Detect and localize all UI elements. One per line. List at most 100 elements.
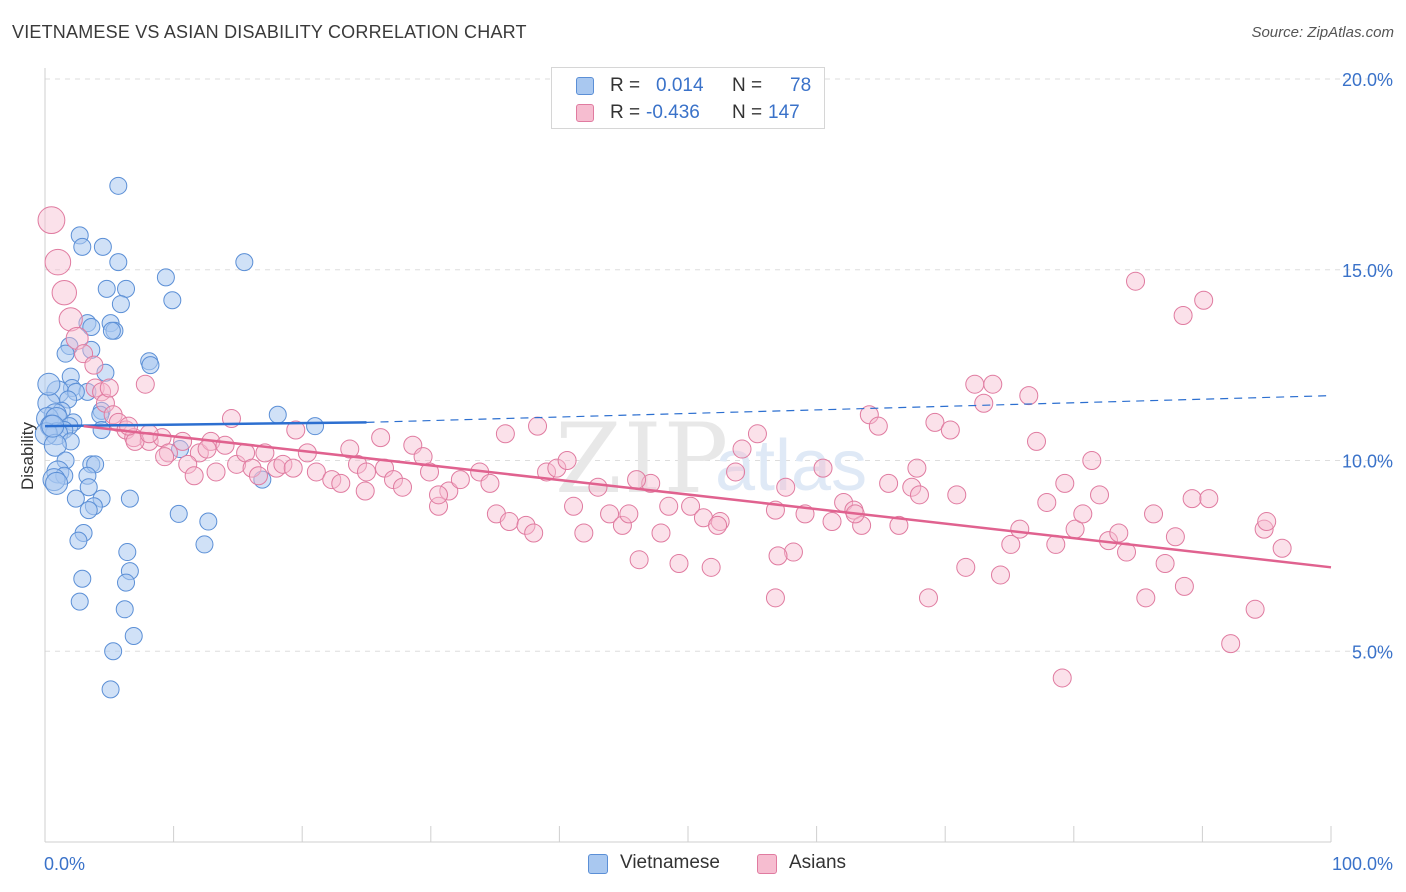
asians-point: [178, 454, 198, 474]
vietnamese-trend-extension: [366, 395, 1332, 423]
asians-point: [355, 481, 375, 501]
asians-point: [135, 374, 155, 394]
asians-point: [747, 424, 767, 444]
vietnamese-point: [70, 592, 89, 611]
n-label: N =: [732, 102, 763, 123]
asians-point: [1001, 534, 1021, 554]
asians-point: [822, 512, 842, 532]
asians-point: [1010, 519, 1030, 539]
vietnamese-point: [102, 321, 121, 340]
vietnamese-point: [109, 176, 128, 195]
asians-point: [940, 420, 960, 440]
asians-point: [1173, 306, 1193, 326]
asians-point: [429, 485, 449, 505]
asians-point: [357, 462, 376, 482]
asians-point: [574, 523, 594, 543]
asians-point: [732, 439, 752, 459]
asians-point: [868, 416, 888, 436]
vietnamese-point: [306, 417, 325, 436]
asians-point: [669, 554, 689, 574]
asians-point: [420, 462, 440, 482]
vietnamese-point: [117, 573, 136, 592]
x-tick-label: 100.0%: [1332, 854, 1393, 874]
asians-point: [651, 523, 671, 543]
vietnamese-point: [118, 543, 137, 562]
vietnamese-point: [45, 471, 69, 495]
asians-point: [1199, 489, 1219, 509]
asians-point: [480, 473, 500, 493]
asians-point: [516, 515, 536, 535]
asians-point: [65, 326, 89, 350]
asians-point: [1073, 504, 1093, 524]
asians-point: [918, 588, 938, 608]
vietnamese-trend-line: [44, 421, 367, 428]
asians-point: [495, 424, 515, 444]
vietnamese-point: [56, 344, 75, 363]
asians-point: [1165, 527, 1185, 547]
asians-point: [1174, 576, 1194, 596]
asians-point: [889, 515, 909, 535]
trend-layer: [44, 395, 1332, 569]
vietnamese-point: [104, 642, 123, 661]
y-tick-label: 5.0%: [1352, 642, 1393, 662]
asians-point: [600, 504, 620, 524]
asians-point: [1052, 668, 1072, 688]
asians-point: [1245, 599, 1265, 619]
vietnamese-point: [120, 489, 139, 508]
asians-point: [155, 447, 175, 467]
asians-point: [371, 428, 391, 448]
asians-point: [393, 477, 413, 497]
asians-point: [51, 279, 77, 306]
r-label: R =: [610, 102, 641, 123]
vietnamese-point: [101, 680, 120, 699]
asians-point: [524, 523, 544, 543]
asians-point: [956, 557, 976, 577]
asians-trend-line: [83, 424, 1332, 569]
asians-point: [1109, 523, 1129, 543]
labels-layer: 5.0% 10.0% 15.0% 20.0% 0.0% 100.0% Disability: [18, 70, 1393, 874]
vietnamese-point: [96, 363, 115, 382]
vietnamese-legend-swatch: [588, 854, 608, 874]
vietnamese-point: [163, 291, 182, 310]
asians-point: [283, 458, 303, 478]
watermark-zip: ZIP: [555, 403, 730, 515]
asians-point: [708, 515, 728, 535]
asians-point: [776, 477, 796, 497]
asians-point: [58, 307, 83, 332]
asians-point: [158, 443, 178, 463]
asians-point: [974, 393, 994, 413]
asians-point: [619, 504, 639, 524]
vietnamese-point: [111, 295, 130, 314]
vietnamese-swatch: [576, 77, 594, 95]
chart-source: Source: ZipAtlas.com: [1251, 24, 1394, 41]
vietnamese-point: [79, 501, 98, 520]
asians-point: [627, 470, 647, 490]
asians-points: [37, 206, 1292, 688]
n-value: 147: [768, 102, 800, 123]
asians-swatch: [576, 104, 594, 122]
asians-point: [629, 550, 649, 570]
asians-point: [273, 454, 293, 474]
chart-title: VIETNAMESE VS ASIAN DISABILITY CORRELATI…: [12, 22, 527, 42]
asians-point: [248, 466, 268, 486]
watermark-atlas: atlas: [715, 426, 867, 506]
asians-point: [499, 512, 519, 532]
asians-point: [909, 485, 929, 505]
asians-point: [990, 565, 1010, 585]
asians-legend-label: Asians: [789, 852, 847, 873]
vietnamese-point: [199, 512, 218, 531]
n-value: 78: [790, 75, 812, 96]
asians-point: [1155, 554, 1175, 574]
asians-point: [813, 458, 833, 478]
asians-point: [286, 420, 306, 440]
vietnamese-point: [117, 279, 136, 298]
legend-row-vietnamese: R = 0.014 N = 78: [576, 75, 826, 99]
asians-point: [907, 458, 927, 478]
correlation-legend: R = 0.014 N = 78 R = -0.436 N = 147: [551, 67, 825, 129]
asians-point: [564, 496, 584, 516]
vietnamese-point: [97, 279, 116, 298]
asians-point: [1082, 451, 1102, 470]
asians-point: [659, 496, 679, 516]
vietnamese-point: [109, 253, 128, 272]
asians-point: [557, 451, 577, 470]
